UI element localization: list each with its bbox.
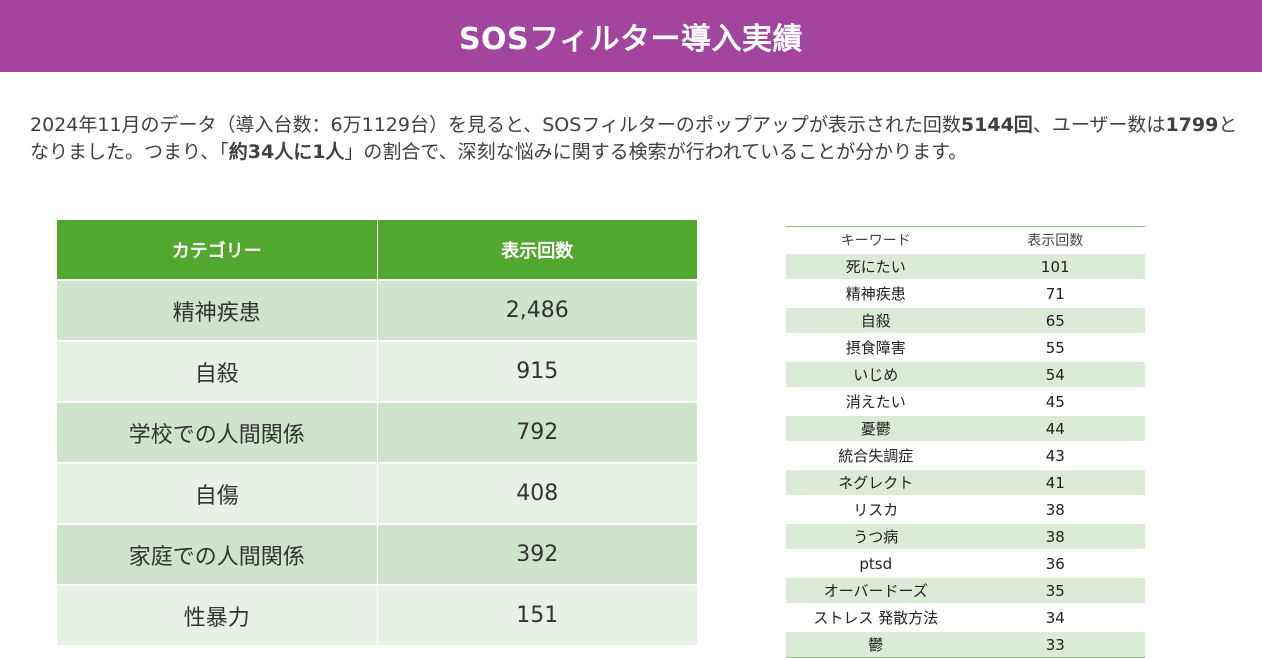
keyword-table: キーワード 表示回数 死にたい 101 精神疾患 71 自殺 65 摂食障害 55 いじ…	[786, 226, 1145, 658]
keyword-count-cell: 36	[965, 549, 1145, 577]
keyword-count-cell: 41	[965, 468, 1145, 496]
table-row: 性暴力 151	[57, 584, 697, 645]
intro-popup-count: 5144回	[960, 114, 1033, 136]
category-cell: 精神疾患	[57, 279, 378, 341]
intro-text-3: となりました。つまり、「	[30, 114, 1238, 163]
keyword-count-cell: 45	[965, 387, 1145, 415]
keyword-cell: 摂食障害	[786, 333, 966, 361]
intro-text-4: 」の割合で、深刻な悩みに関する検索が行われていることが分かります。	[344, 141, 968, 163]
table-row: 精神疾患 2,486	[57, 279, 697, 341]
keyword-cell: 鬱	[786, 630, 966, 658]
table-row: オーバードーズ 35	[786, 576, 1145, 604]
category-column-header: カテゴリー	[57, 220, 378, 280]
table-row: リスカ 38	[786, 495, 1145, 523]
keyword-cell: ptsd	[786, 549, 966, 577]
keyword-count-cell: 55	[965, 333, 1145, 361]
intro-ratio: 約34人に1人	[228, 141, 345, 163]
keyword-count-column-header: 表示回数	[965, 226, 1145, 254]
table-row: 憂鬱 44	[786, 414, 1145, 442]
page-title: SOSフィルター導入実績	[458, 22, 804, 57]
count-cell: 2,486	[377, 279, 697, 341]
keyword-count-cell: 44	[965, 414, 1145, 442]
intro-paragraph: 2024年11月のデータ（導入台数：6万1129台）を見ると、SOSフィルターの…	[30, 112, 1245, 166]
category-table: カテゴリー 表示回数 精神疾患 2,486 自殺 915 学校での人間関係 79…	[57, 220, 697, 645]
table-row: 消えたい 45	[786, 387, 1145, 415]
table-row: うつ病 38	[786, 522, 1145, 550]
category-cell: 性暴力	[57, 584, 378, 645]
keyword-cell: リスカ	[786, 495, 966, 523]
category-cell: 家庭での人間関係	[57, 523, 378, 585]
count-column-header: 表示回数	[377, 220, 697, 280]
table-row: ストレス 発散方法 34	[786, 603, 1145, 631]
keyword-count-cell: 71	[965, 279, 1145, 307]
count-cell: 151	[377, 584, 697, 645]
table-row: 自殺 65	[786, 306, 1145, 334]
count-cell: 792	[377, 401, 697, 463]
keyword-table-header-row: キーワード 表示回数	[786, 226, 1145, 254]
keyword-count-cell: 54	[965, 360, 1145, 388]
keyword-cell: 統合失調症	[786, 441, 966, 469]
table-row: 統合失調症 43	[786, 441, 1145, 469]
count-cell: 915	[377, 340, 697, 402]
count-cell: 408	[377, 462, 697, 524]
intro-user-count: 1799	[1165, 114, 1219, 136]
keyword-count-cell: 101	[965, 252, 1145, 280]
table-row: 摂食障害 55	[786, 333, 1145, 361]
table-row: ptsd 36	[786, 549, 1145, 577]
keyword-count-cell: 65	[965, 306, 1145, 334]
table-row: 家庭での人間関係 392	[57, 523, 697, 585]
keyword-count-cell: 38	[965, 522, 1145, 550]
keyword-count-cell: 35	[965, 576, 1145, 604]
intro-text-2: 、ユーザー数は	[1032, 114, 1166, 136]
table-row: 精神疾患 71	[786, 279, 1145, 307]
keyword-count-cell: 38	[965, 495, 1145, 523]
keyword-cell: 精神疾患	[786, 279, 966, 307]
keyword-cell: 憂鬱	[786, 414, 966, 442]
table-row: 学校での人間関係 792	[57, 401, 697, 463]
page-header: SOSフィルター導入実績	[0, 0, 1262, 72]
category-table-header-row: カテゴリー 表示回数	[57, 220, 697, 280]
table-row: 自傷 408	[57, 462, 697, 524]
keyword-cell: いじめ	[786, 360, 966, 388]
keyword-cell: ストレス 発散方法	[786, 603, 966, 631]
keyword-column-header: キーワード	[786, 226, 966, 254]
keyword-cell: ネグレクト	[786, 468, 966, 496]
table-row: ネグレクト 41	[786, 468, 1145, 496]
table-row: いじめ 54	[786, 360, 1145, 388]
keyword-cell: オーバードーズ	[786, 576, 966, 604]
intro-text-1: 2024年11月のデータ（導入台数：6万1129台）を見ると、SOSフィルターの…	[30, 114, 961, 136]
table-row: 死にたい 101	[786, 252, 1145, 280]
keyword-cell: 消えたい	[786, 387, 966, 415]
table-row: 鬱 33	[786, 630, 1145, 658]
count-cell: 392	[377, 523, 697, 585]
category-cell: 自傷	[57, 462, 378, 524]
category-cell: 学校での人間関係	[57, 401, 378, 463]
category-cell: 自殺	[57, 340, 378, 402]
table-row: 自殺 915	[57, 340, 697, 402]
keyword-count-cell: 33	[965, 630, 1145, 658]
keyword-count-cell: 34	[965, 603, 1145, 631]
keyword-count-cell: 43	[965, 441, 1145, 469]
keyword-cell: 自殺	[786, 306, 966, 334]
keyword-cell: 死にたい	[786, 252, 966, 280]
keyword-cell: うつ病	[786, 522, 966, 550]
